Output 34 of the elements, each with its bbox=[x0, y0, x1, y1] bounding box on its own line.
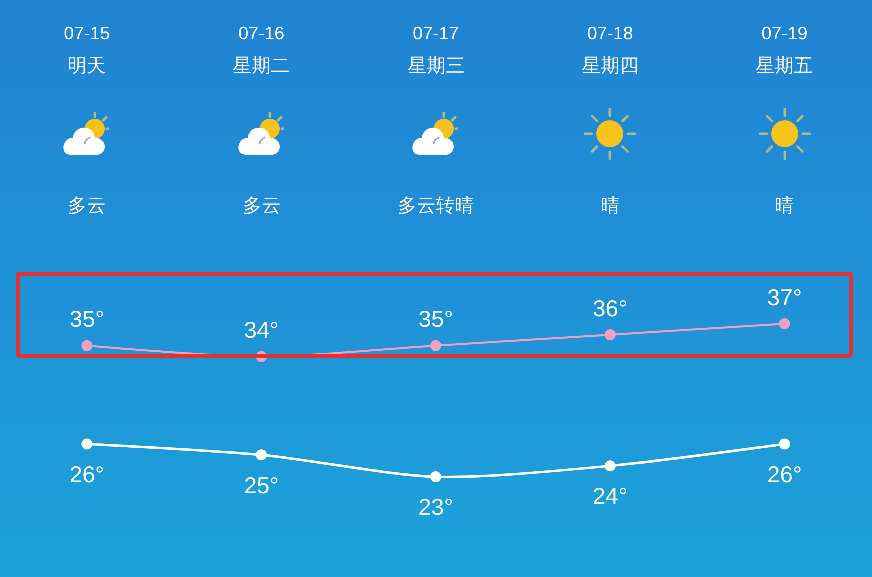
x-tick-label: 07-16 bbox=[238, 23, 285, 44]
text: 晴 bbox=[775, 196, 794, 217]
data-label: 24° bbox=[593, 483, 628, 510]
data-label: 26° bbox=[767, 461, 802, 488]
text: 星期二 bbox=[233, 56, 290, 77]
x-tick-label: 07-18 bbox=[587, 23, 634, 44]
text: 星期四 bbox=[582, 56, 639, 77]
text: 明天 bbox=[68, 56, 106, 77]
point bbox=[779, 438, 790, 450]
data-label: 35° bbox=[70, 306, 105, 332]
data-label: 37° bbox=[767, 284, 802, 310]
text: 星期三 bbox=[408, 56, 465, 77]
data-label: 36° bbox=[593, 295, 628, 322]
x-tick-label: 07-19 bbox=[762, 23, 808, 44]
x-tick-label: 07-17 bbox=[412, 23, 460, 44]
point bbox=[256, 450, 268, 461]
text: 多云 bbox=[68, 196, 106, 217]
data-label: 25° bbox=[244, 472, 279, 498]
text: 星期五 bbox=[756, 56, 813, 77]
text: 多云转晴 bbox=[398, 196, 474, 217]
point bbox=[604, 460, 616, 472]
text: 多云 bbox=[243, 196, 281, 217]
data-label: 34° bbox=[244, 317, 279, 344]
point bbox=[779, 318, 790, 330]
data-label: 23° bbox=[418, 494, 454, 520]
point bbox=[430, 472, 442, 483]
data-label: 26° bbox=[70, 461, 105, 488]
point bbox=[604, 329, 616, 340]
point bbox=[82, 340, 93, 352]
point bbox=[430, 340, 442, 352]
text: 晴 bbox=[601, 196, 620, 217]
data-label: 35° bbox=[418, 306, 454, 332]
point bbox=[82, 438, 93, 450]
x-tick-label: 07-15 bbox=[64, 23, 110, 44]
